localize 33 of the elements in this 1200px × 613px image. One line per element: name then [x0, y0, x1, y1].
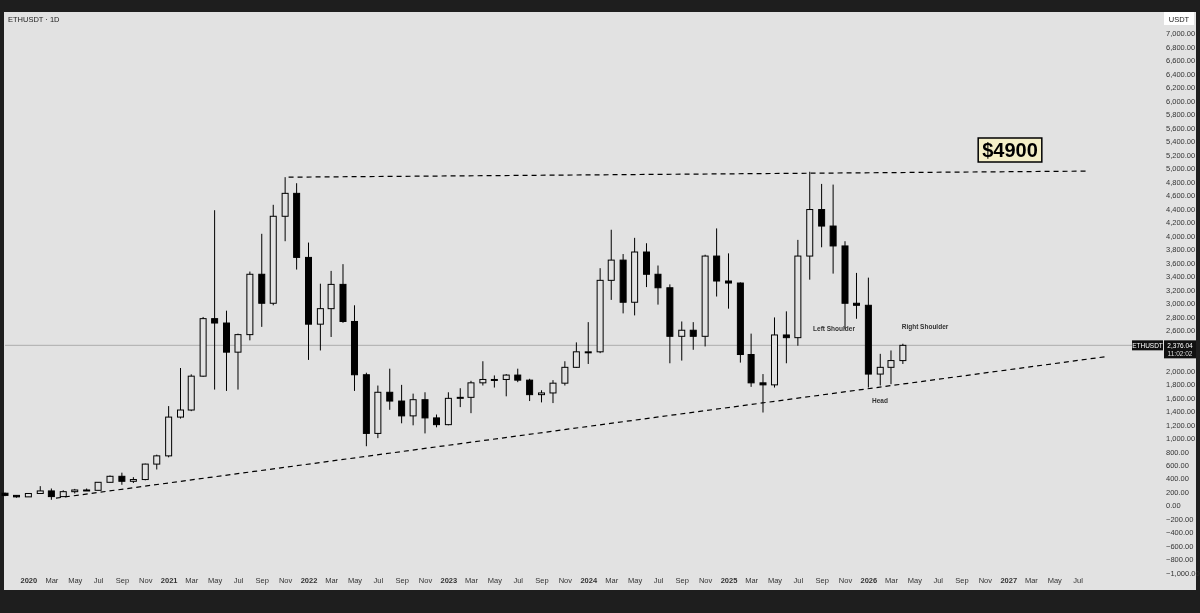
candlestick	[572, 341, 580, 369]
candlestick	[818, 183, 826, 248]
candlestick	[177, 367, 185, 420]
annotation: $4900	[982, 139, 1038, 161]
candlestick	[467, 380, 475, 414]
candlestick	[607, 229, 615, 301]
candlestick	[584, 321, 592, 365]
candlestick	[398, 384, 406, 424]
candlestick	[421, 391, 429, 434]
candlestick	[561, 360, 569, 387]
candlestick	[689, 321, 697, 351]
candlestick	[782, 310, 790, 364]
candlestick	[549, 379, 557, 404]
candlestick	[234, 333, 242, 391]
candlestick	[281, 176, 289, 242]
candlestick	[118, 472, 126, 486]
candlestick	[759, 373, 767, 414]
candlestick	[211, 209, 219, 391]
candlestick	[316, 283, 324, 351]
candlestick	[678, 320, 686, 362]
candlestick	[479, 360, 487, 387]
candlestick	[654, 265, 662, 306]
candlestick	[725, 252, 732, 310]
candlestick	[386, 368, 394, 411]
candlestick	[456, 387, 464, 408]
candlestick	[409, 393, 417, 426]
candlestick	[643, 242, 650, 288]
candlestick	[502, 373, 510, 397]
candlestick	[899, 343, 907, 365]
candlestick	[853, 272, 860, 320]
candlestick	[829, 184, 837, 275]
candlestick	[490, 374, 498, 389]
candlestick	[887, 349, 895, 385]
